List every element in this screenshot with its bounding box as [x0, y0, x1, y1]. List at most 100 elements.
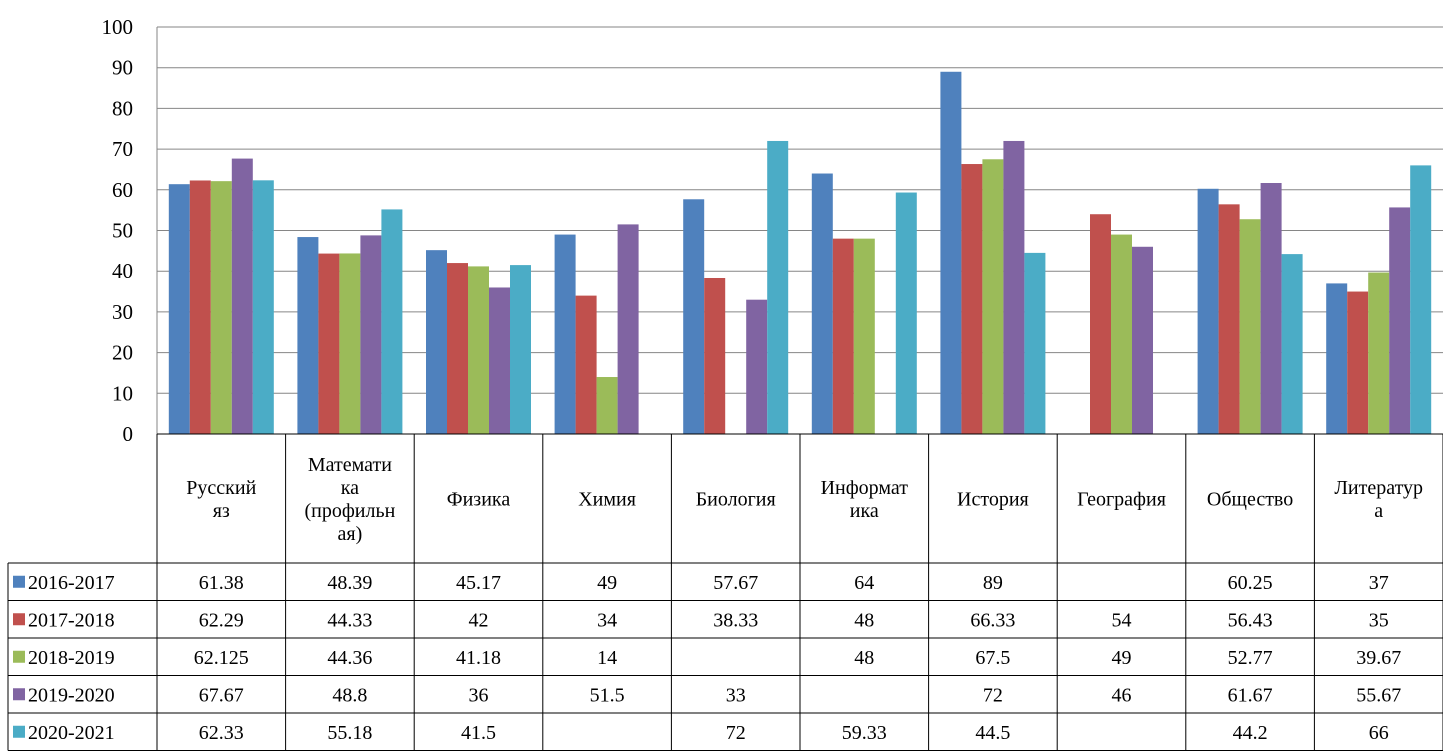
- bar: [1090, 214, 1111, 434]
- data-label: 38.33: [713, 609, 758, 631]
- data-label: 49: [597, 572, 617, 594]
- bar: [510, 265, 531, 434]
- y-tick-label: 20: [112, 341, 133, 365]
- legend-key: [13, 725, 25, 738]
- bar: [746, 299, 768, 434]
- data-label: 67.5: [975, 647, 1010, 669]
- category-label: Русский: [186, 477, 256, 499]
- y-tick-label: 10: [112, 381, 133, 405]
- bar: [704, 277, 726, 434]
- data-label: 45.17: [456, 572, 501, 594]
- y-tick-label: 80: [112, 96, 133, 120]
- data-label: 64: [854, 572, 874, 594]
- data-label: 48: [854, 647, 874, 669]
- legend-label: 2019-2020: [28, 684, 115, 706]
- data-label: 14: [597, 647, 617, 669]
- bar: [339, 253, 361, 434]
- y-axis: 0 10 20 30 40 50 60 70 80 90 100: [102, 15, 158, 446]
- data-label: 35: [1369, 609, 1389, 631]
- bar: [1260, 183, 1282, 434]
- bars: [168, 71, 1432, 435]
- bar: [1326, 283, 1348, 434]
- bar: [1347, 291, 1369, 434]
- bar: [575, 295, 597, 434]
- data-label: 36: [469, 684, 489, 706]
- category-label: Информат: [821, 477, 909, 499]
- data-label: 48: [854, 609, 874, 631]
- legend-key: [13, 613, 25, 626]
- category-label: ика: [850, 500, 879, 522]
- bar: [210, 181, 232, 434]
- data-label: 62.33: [199, 722, 244, 744]
- bar: [1024, 252, 1046, 434]
- data-label: 66.33: [970, 609, 1015, 631]
- bar: [554, 234, 576, 434]
- data-label: 41.18: [456, 647, 501, 669]
- y-tick-label: 30: [112, 300, 133, 324]
- category-label: Литератур: [1334, 477, 1423, 499]
- data-label: 72: [983, 684, 1003, 706]
- data-label: 66: [1369, 722, 1389, 744]
- legend-key: [13, 688, 25, 701]
- data-label: 44.36: [327, 647, 372, 669]
- bar: [596, 377, 618, 434]
- data-label: 46: [1112, 684, 1132, 706]
- bar: [853, 238, 875, 434]
- y-tick-label: 0: [123, 422, 134, 446]
- bar: [1281, 254, 1303, 434]
- legend-label: 2016-2017: [28, 572, 115, 594]
- bar: [940, 71, 962, 435]
- data-label: 49: [1112, 647, 1132, 669]
- data-label: 44.33: [327, 609, 372, 631]
- bar: [767, 140, 789, 434]
- legend-label: 2020-2021: [28, 722, 115, 744]
- y-tick-label: 100: [102, 15, 134, 39]
- bar: [1239, 219, 1261, 434]
- bar: [1111, 234, 1132, 434]
- category-label: География: [1077, 489, 1166, 511]
- bar: [447, 263, 468, 434]
- legend-label: 2017-2018: [28, 609, 115, 631]
- bar: [1410, 165, 1432, 434]
- data-label: 48.39: [327, 572, 372, 594]
- category-label: История: [957, 489, 1029, 511]
- data-label: 42: [469, 609, 489, 631]
- bar: [468, 266, 489, 434]
- bar: [1003, 140, 1025, 434]
- data-label: 34: [597, 609, 617, 631]
- bar: [832, 238, 854, 434]
- data-label: 67.67: [199, 684, 244, 706]
- category-label: а: [1374, 500, 1383, 522]
- y-tick-label: 70: [112, 137, 133, 161]
- data-label: 44.5: [975, 722, 1010, 744]
- bar: [683, 199, 705, 434]
- data-label: 39.67: [1356, 647, 1401, 669]
- data-label: 37: [1369, 572, 1389, 594]
- bar: [360, 235, 382, 434]
- bar: [982, 159, 1004, 434]
- category-label: Общество: [1207, 489, 1293, 511]
- data-label: 61.67: [1228, 684, 1273, 706]
- data-label: 33: [726, 684, 746, 706]
- bar: [381, 209, 403, 434]
- data-label: 41.5: [461, 722, 496, 744]
- bar: [811, 173, 833, 434]
- bar: [1368, 272, 1390, 434]
- legend-label: 2018-2019: [28, 647, 115, 669]
- bar: [189, 180, 211, 434]
- bar: [297, 237, 319, 434]
- bar: [1389, 207, 1411, 434]
- data-label: 56.43: [1228, 609, 1273, 631]
- y-tick-label: 60: [112, 178, 133, 202]
- y-tick-label: 40: [112, 259, 133, 283]
- category-label: Химия: [578, 489, 636, 511]
- data-label: 44.2: [1233, 722, 1268, 744]
- bar: [1197, 188, 1219, 434]
- data-label: 55.18: [327, 722, 372, 744]
- data-label: 62.29: [199, 609, 244, 631]
- category-label: ая): [338, 523, 363, 545]
- bar: [426, 250, 447, 434]
- category-label: Биология: [696, 489, 776, 511]
- bar: [1218, 204, 1240, 434]
